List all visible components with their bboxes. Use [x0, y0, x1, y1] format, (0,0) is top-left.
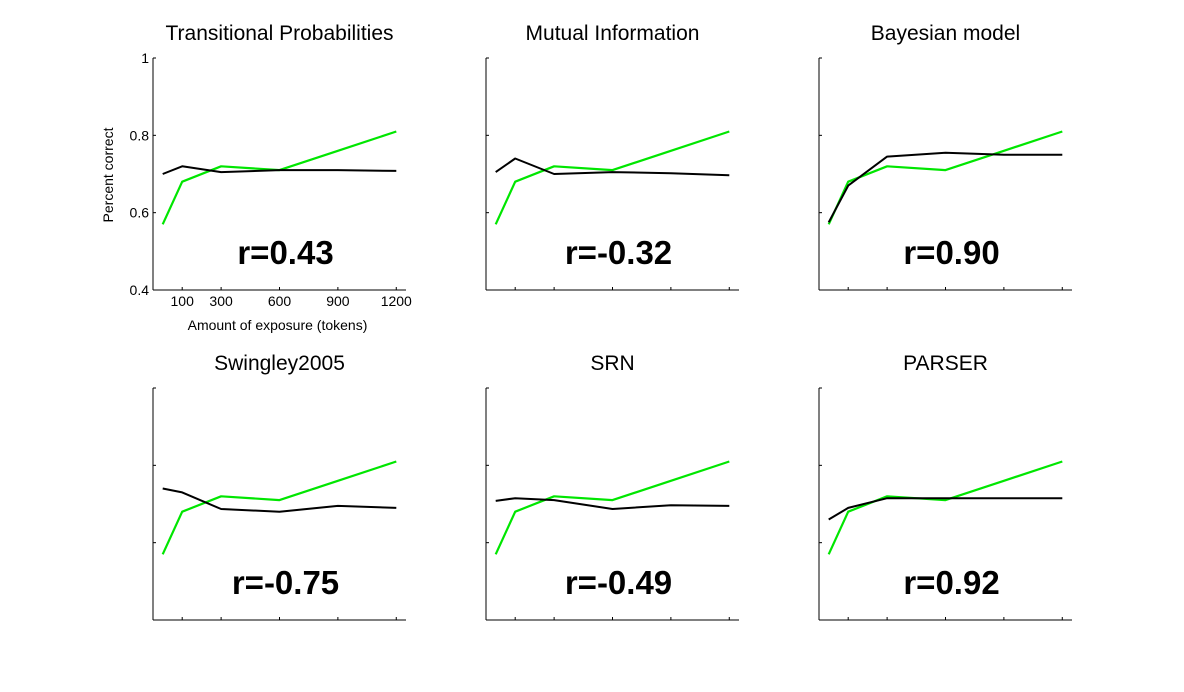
human-data-line	[494, 460, 730, 555]
x-axis-label: Amount of exposure (tokens)	[188, 317, 368, 333]
correlation-label: r=0.92	[903, 564, 999, 601]
model-line	[828, 497, 1063, 521]
chart-panel: Mutual Information r=-0.32	[485, 22, 739, 291]
panel-title: Bayesian model	[871, 22, 1020, 45]
panel-title: Swingley2005	[214, 352, 345, 375]
x-tick-label: 900	[326, 293, 350, 309]
model-line	[162, 165, 397, 175]
correlation-label: r=-0.49	[565, 564, 672, 601]
chart-panel: PARSER r=0.92	[818, 352, 1072, 621]
y-tick-label: 1	[141, 50, 149, 66]
human-data-line	[161, 130, 397, 225]
chart-panel: Swingley2005 r=-0.75	[152, 352, 406, 621]
human-data-line	[827, 130, 1063, 225]
chart-panel: Transitional Probabilities 0.4 0.6 0.8 1 100 3…	[100, 22, 412, 333]
panel-title: SRN	[590, 352, 634, 375]
x-tick-label: 300	[209, 293, 233, 309]
correlation-label: r=0.90	[903, 234, 999, 271]
correlation-label: r=0.43	[237, 234, 333, 271]
model-line	[162, 487, 397, 513]
y-axis-label: Percent correct	[100, 127, 116, 222]
chart-panel: SRN r=-0.49	[485, 352, 739, 621]
panel-title: Transitional Probabilities	[166, 22, 394, 45]
human-data-line	[161, 460, 397, 555]
x-tick-label: 100	[171, 293, 195, 309]
panel-title: PARSER	[903, 352, 988, 375]
y-tick-label: 0.6	[130, 205, 150, 221]
x-tick-label: 600	[268, 293, 292, 309]
y-tick-label: 0.4	[130, 282, 150, 298]
human-data-line	[827, 460, 1063, 555]
x-tick-label: 1200	[381, 293, 412, 309]
model-line	[495, 157, 730, 177]
chart-panel: Bayesian model r=0.90	[818, 22, 1072, 291]
human-data-line	[494, 130, 730, 225]
model-line	[827, 151, 1063, 223]
y-tick-label: 0.8	[130, 127, 150, 143]
panel-title: Mutual Information	[526, 22, 700, 45]
correlation-label: r=-0.32	[565, 234, 672, 271]
correlation-label: r=-0.75	[232, 564, 339, 601]
model-line	[495, 497, 730, 510]
